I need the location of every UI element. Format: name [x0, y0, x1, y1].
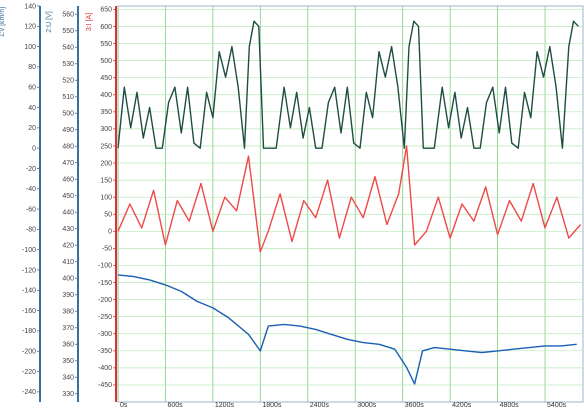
current-tick-label: 650	[100, 7, 112, 14]
speed-tick-label: 20	[28, 125, 36, 132]
speed-tick-label: -220	[22, 369, 36, 376]
speed-tick-label: 80	[28, 64, 36, 71]
current-tick-label: -450	[98, 382, 112, 389]
x-tick-label: 2400s	[310, 402, 330, 409]
speed-axis-title: 1:v [km/h]	[0, 7, 6, 37]
current-tick-label: 200	[100, 160, 112, 167]
speed-tick-label: -40	[26, 186, 36, 193]
current-tick-label: -250	[98, 314, 112, 321]
current-tick-label: 550	[100, 41, 112, 48]
voltage-axis-title: 2:U [V]	[46, 11, 53, 32]
speed-tick-label: -140	[22, 288, 36, 295]
speed-tick-label: 100	[24, 44, 36, 51]
speed-tick-label: -20	[26, 166, 36, 173]
speed-tick-label: -160	[22, 308, 36, 315]
current-tick-label: 500	[100, 58, 112, 65]
current-series-line	[117, 145, 582, 253]
voltage-tick-label: 340	[62, 375, 74, 382]
speed-tick-label: -200	[22, 349, 36, 356]
voltage-tick-label: 410	[62, 259, 74, 266]
x-tick-label: 3600s	[405, 402, 425, 409]
speed-series-line	[117, 20, 579, 149]
voltage-tick-label: 510	[62, 94, 74, 101]
speed-tick-label: 140	[24, 3, 36, 10]
current-tick-label: -300	[98, 331, 112, 338]
voltage-tick-label: 370	[62, 325, 74, 332]
voltage-tick-label: 460	[62, 177, 74, 184]
current-tick-label: -200	[98, 297, 112, 304]
x-tick-label: 1800s	[262, 402, 282, 409]
voltage-tick-label: 500	[62, 111, 74, 118]
current-tick-label: 300	[100, 126, 112, 133]
current-tick-label: 0	[108, 229, 112, 236]
voltage-tick-label: 350	[62, 358, 74, 365]
current-tick-label: 450	[100, 75, 112, 82]
voltage-tick-label: 330	[62, 391, 74, 398]
voltage-tick-label: 530	[62, 61, 74, 68]
x-tick-label: 600s	[167, 402, 183, 409]
current-tick-label: -350	[98, 348, 112, 355]
speed-tick-label: 40	[28, 105, 36, 112]
voltage-tick-label: 470	[62, 160, 74, 167]
voltage-tick-label: 550	[62, 28, 74, 35]
voltage-tick-label: 360	[62, 342, 74, 349]
current-tick-label: -400	[98, 365, 112, 372]
current-axis-title: 3:I [A]	[86, 13, 93, 31]
plot-area	[117, 5, 584, 403]
speed-tick-label: 60	[28, 85, 36, 92]
current-tick-label: -50	[102, 246, 112, 253]
current-tick-label: 150	[100, 177, 112, 184]
voltage-tick-label: 480	[62, 144, 74, 151]
current-tick-label: -150	[98, 280, 112, 287]
current-tick-label: 400	[100, 92, 112, 99]
x-tick-label: 0s	[120, 402, 128, 409]
voltage-tick-label: 400	[62, 276, 74, 283]
speed-tick-label: -180	[22, 328, 36, 335]
x-tick-label: 4800s	[500, 402, 520, 409]
voltage-tick-label: 390	[62, 292, 74, 299]
x-tick-label: 4200s	[452, 402, 472, 409]
voltage-tick-label: 540	[62, 45, 74, 52]
voltage-series-line	[117, 274, 577, 385]
x-tick-label: 1200s	[215, 402, 235, 409]
current-tick-label: 100	[100, 194, 112, 201]
series-layer	[117, 20, 582, 385]
current-tick-label: 50	[104, 212, 112, 219]
voltage-tick-label: 520	[62, 78, 74, 85]
x-tick-label: 5400s	[547, 402, 567, 409]
voltage-tick-label: 450	[62, 193, 74, 200]
current-tick-label: -100	[98, 263, 112, 270]
speed-tick-label: -80	[26, 227, 36, 234]
voltage-tick-label: 560	[62, 12, 74, 19]
voltage-tick-label: 440	[62, 210, 74, 217]
voltage-tick-label: 420	[62, 243, 74, 250]
speed-tick-label: -60	[26, 206, 36, 213]
current-tick-label: 600	[100, 24, 112, 31]
x-tick-label: 3000s	[357, 402, 377, 409]
voltage-tick-label: 490	[62, 127, 74, 134]
speed-tick-label: -120	[22, 267, 36, 274]
speed-tick-label: 0	[32, 145, 36, 152]
axes-layer: 0s 600s 1200s 1800s 2400s 3000s 3600s 4200s 4800…	[0, 3, 584, 409]
voltage-tick-label: 430	[62, 226, 74, 233]
voltage-tick-label: 380	[62, 309, 74, 316]
speed-tick-label: -100	[22, 247, 36, 254]
current-tick-label: 350	[100, 109, 112, 116]
speed-tick-label: 120	[24, 24, 36, 31]
speed-tick-label: -240	[22, 389, 36, 396]
current-tick-label: 250	[100, 143, 112, 150]
grid-layer	[117, 6, 583, 402]
